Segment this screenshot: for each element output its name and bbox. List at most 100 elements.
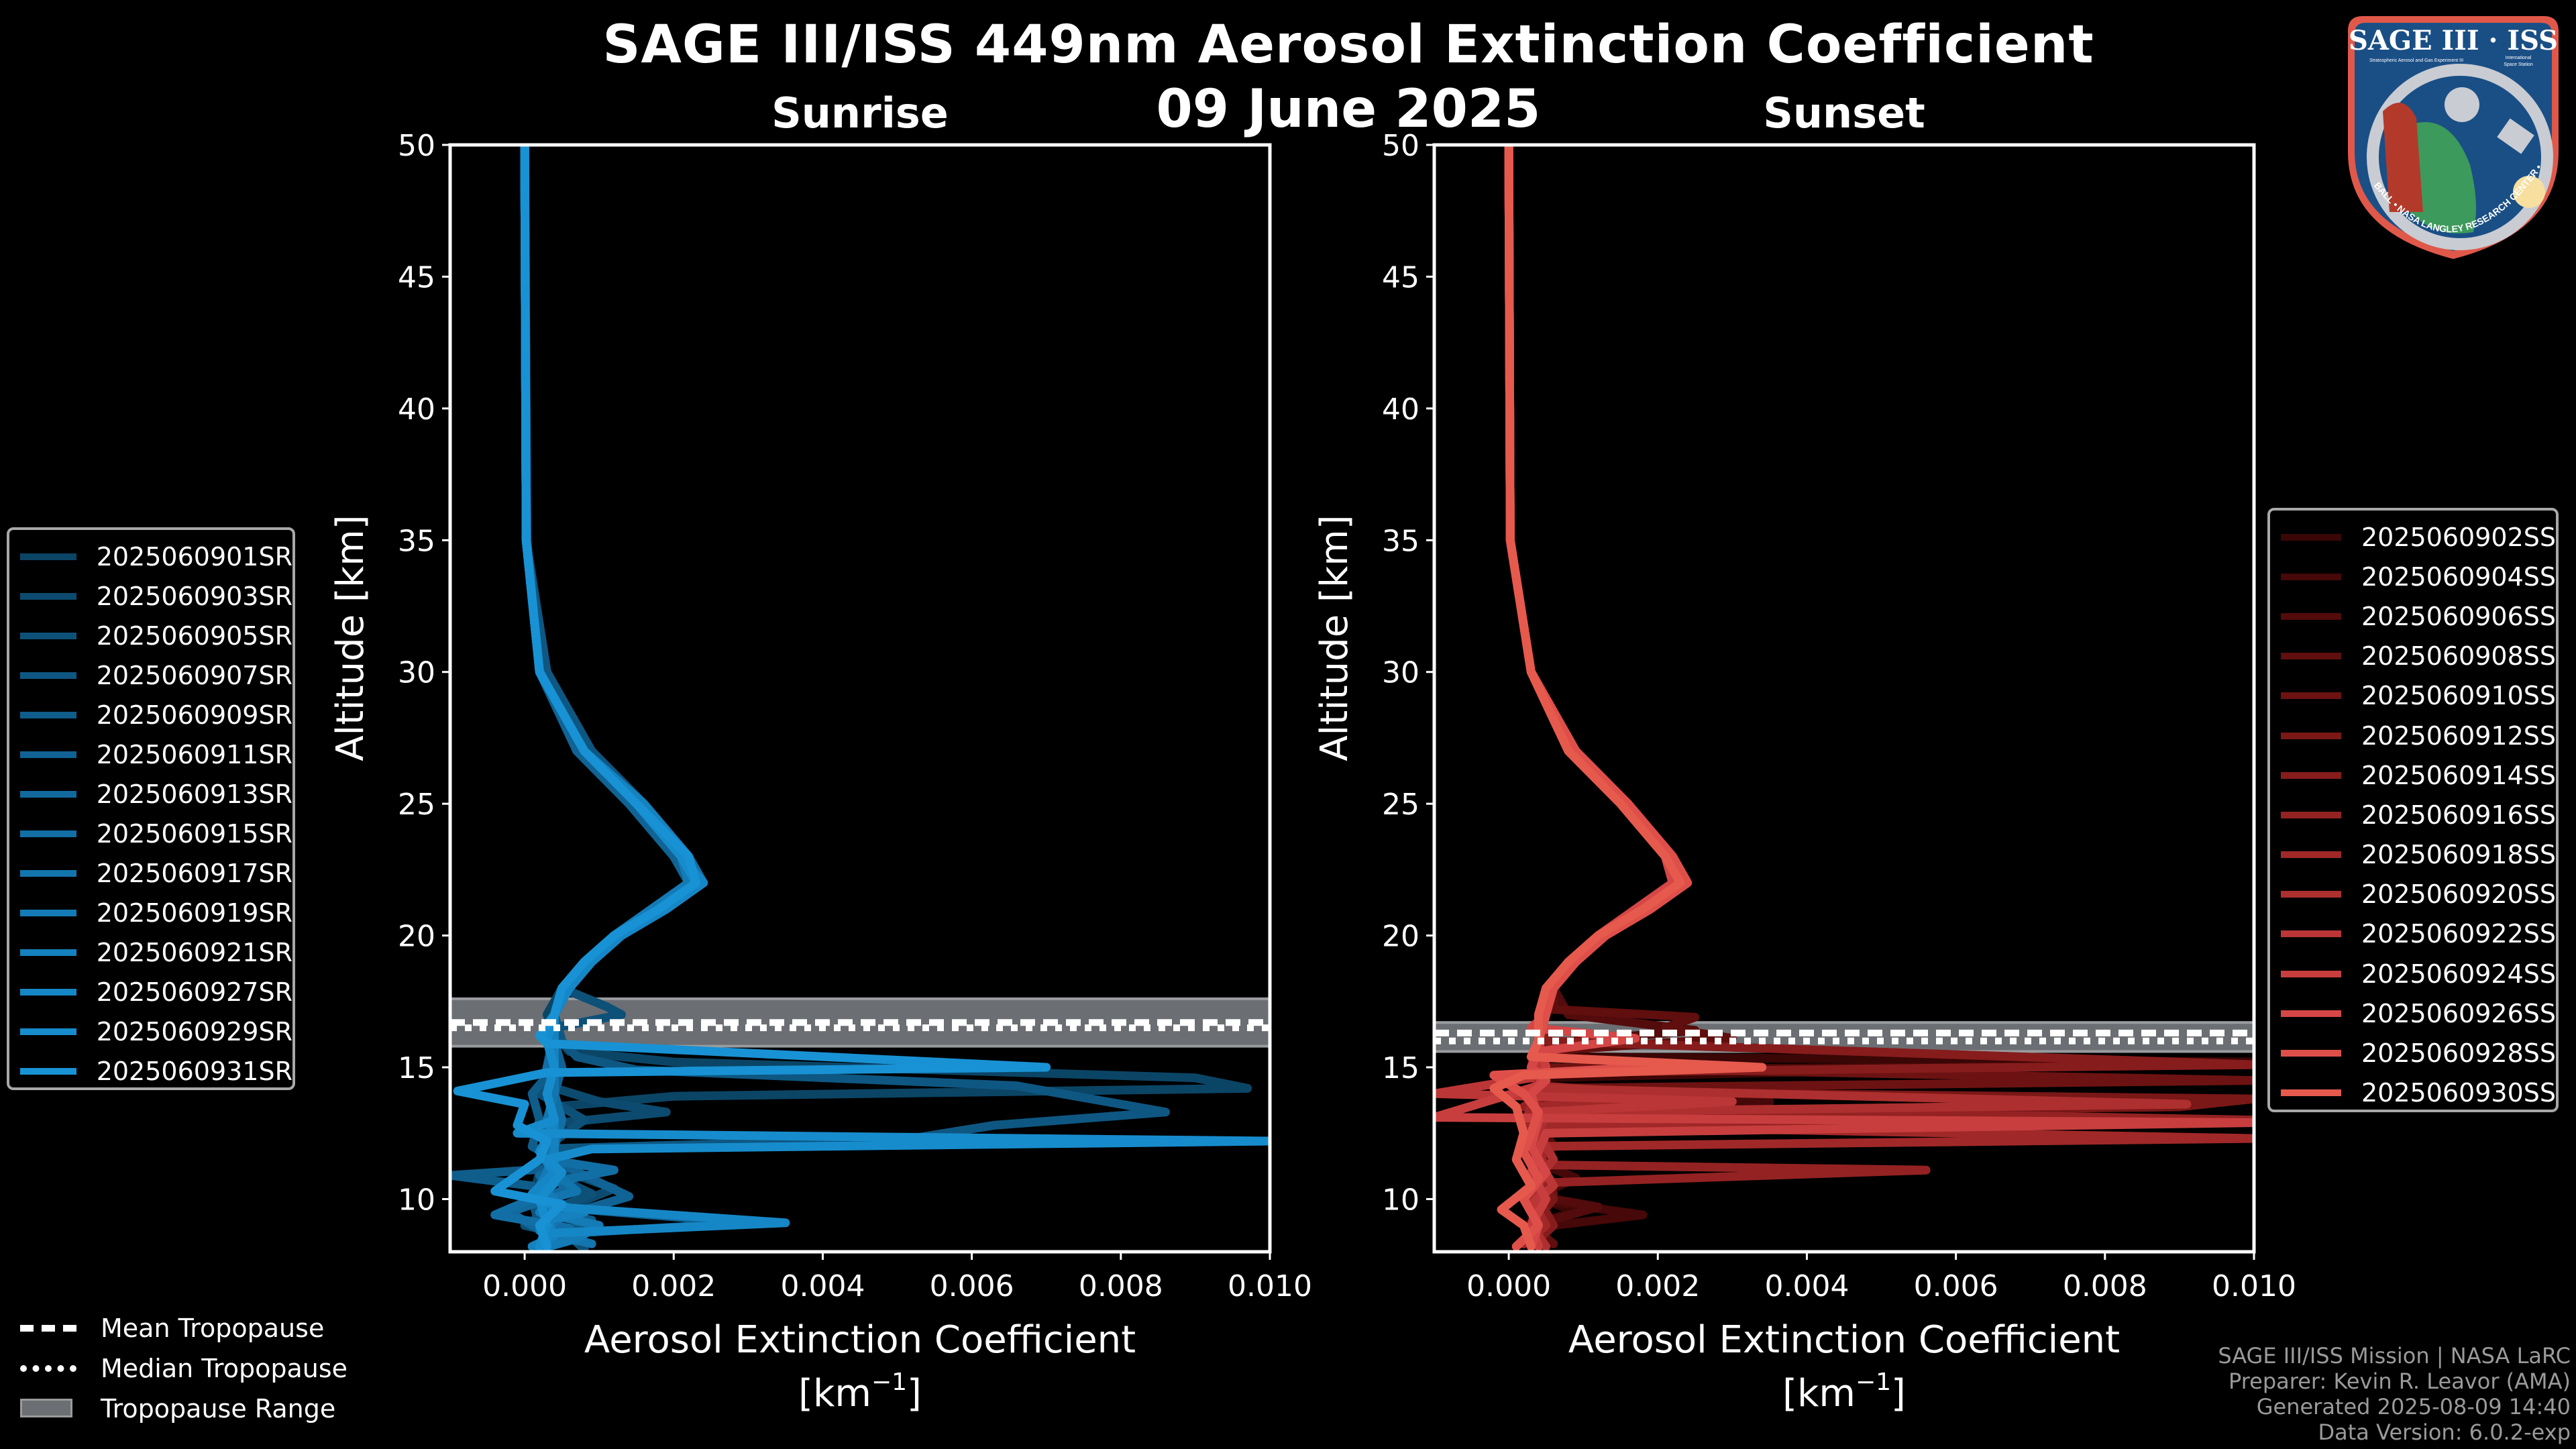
- x-tick-label: 0.010: [1228, 1269, 1312, 1303]
- legend-item-2025060904SS: 2025060904SS: [2270, 557, 2556, 596]
- legend-line-swatch: [2281, 573, 2341, 580]
- legend-line-swatch: [2281, 732, 2341, 739]
- patch-ring: [2367, 64, 2553, 250]
- profile-line-2025060930SS: [1489, 145, 1767, 1251]
- legend-label: 2025060922SS: [2361, 919, 2556, 949]
- legend-label: 2025060901SR: [96, 541, 292, 572]
- y-tick-label: 50: [398, 129, 435, 163]
- legend-item-2025060921SR: 2025060921SR: [9, 932, 292, 972]
- legend-line-swatch: [20, 592, 76, 600]
- y-tick-label: 10: [1382, 1183, 1419, 1217]
- x-tick-label: 0.000: [482, 1269, 567, 1303]
- x-tick-label: 0.004: [780, 1269, 865, 1303]
- legend-label: Mean Tropopause: [101, 1313, 325, 1343]
- legend-item-2025060905SR: 2025060905SR: [9, 616, 292, 655]
- x-axis-units: [km−1]: [798, 1368, 922, 1415]
- legend-item-2025060920SS: 2025060920SS: [2270, 875, 2556, 914]
- y-tick-label: 15: [1382, 1051, 1419, 1085]
- legend-item-2025060907SR: 2025060907SR: [9, 655, 292, 695]
- legend-item-2025060909SR: 2025060909SR: [9, 695, 292, 735]
- legend-line-swatch: [2281, 891, 2341, 898]
- x-axis-label: Aerosol Extinction Coefficient: [1568, 1318, 2120, 1362]
- legend-label: 2025060927SR: [96, 977, 292, 1007]
- legend-line-swatch: [20, 751, 76, 758]
- legend-label: 2025060915SR: [96, 818, 292, 849]
- y-tick-label: 50: [1382, 129, 1419, 163]
- y-tick-label: 20: [1382, 920, 1419, 954]
- x-tick-label: 0.000: [1466, 1269, 1551, 1303]
- legend-label: 2025060930SS: [2361, 1078, 2556, 1108]
- figure-title: SAGE III/ISS 449nm Aerosol Extinction Co…: [602, 15, 2094, 75]
- legend-item-2025060902SS: 2025060902SS: [2270, 517, 2556, 557]
- range-swatch: [20, 1399, 76, 1419]
- legend-label: 2025060929SR: [96, 1016, 292, 1046]
- legend-label: 2025060905SR: [96, 621, 292, 651]
- y-tick-label: 35: [398, 524, 435, 558]
- legend-line-swatch: [20, 790, 76, 798]
- credits-data-version: Data Version: 6.0.2-exp: [2318, 1419, 2571, 1445]
- sage-iii-iss-mission-patch-logo: SAGE III · ISS Stratospheric Aerosol and…: [2343, 11, 2559, 259]
- y-tick-label: 35: [1382, 524, 1419, 558]
- sun-icon: [2513, 176, 2545, 208]
- y-tick-label: 25: [398, 788, 435, 822]
- legend-label: Median Tropopause: [101, 1354, 347, 1383]
- legend-label: 2025060912SS: [2361, 720, 2556, 751]
- credits-preparer: Preparer: Kevin R. Leavor (AMA): [2228, 1368, 2571, 1394]
- y-axis-label: Altitude [km]: [329, 515, 372, 761]
- legend-line-swatch: [2281, 533, 2341, 541]
- legend-label: 2025060909SR: [96, 700, 292, 730]
- credits: SAGE III/ISS Mission | NASA LaRC Prepare…: [2218, 1343, 2571, 1445]
- legend-label: 2025060907SR: [96, 660, 292, 690]
- legend-item-2025060930SS: 2025060930SS: [2270, 1073, 2556, 1113]
- legend-line-swatch: [20, 988, 76, 996]
- legend-line-swatch: [20, 632, 76, 639]
- legend-item-2025060929SR: 2025060929SR: [9, 1012, 292, 1051]
- legend-label: 2025060911SR: [96, 739, 292, 769]
- profile-line-2025060931SR: [453, 145, 1051, 1251]
- legend-line-swatch: [20, 1028, 76, 1035]
- legend-item-2025060914SS: 2025060914SS: [2270, 755, 2556, 795]
- moon-icon: [2445, 87, 2479, 122]
- credits-generated: Generated 2025-08-09 14:40: [2256, 1394, 2571, 1419]
- y-tick-label: 45: [398, 260, 435, 294]
- series-group: [1434, 145, 2254, 1251]
- legend-label: 2025060921SR: [96, 937, 292, 967]
- legend-line-swatch: [2281, 692, 2341, 700]
- legend-item-2025060927SR: 2025060927SR: [9, 972, 292, 1012]
- legend-label: 2025060906SS: [2361, 601, 2556, 631]
- logo-subtitle-left: Stratospheric Aerosol and Gas Experiment…: [2369, 58, 2463, 63]
- y-axis-label: Altitude [km]: [1313, 515, 1356, 761]
- legend-label: 2025060931SR: [96, 1056, 292, 1086]
- logo-title: SAGE III · ISS: [2349, 25, 2558, 56]
- dashed-line-swatch: [20, 1318, 76, 1338]
- legend-label: 2025060908SS: [2361, 641, 2556, 672]
- y-tick-label: 15: [398, 1051, 435, 1085]
- y-tick-label: 45: [1382, 260, 1419, 294]
- legend-line-swatch: [20, 869, 76, 877]
- legend-item-2025060916SS: 2025060916SS: [2270, 795, 2556, 835]
- legend-item-2025060928SS: 2025060928SS: [2270, 1033, 2556, 1073]
- legend-label: 2025060903SR: [96, 581, 292, 611]
- x-tick-label: 0.010: [2212, 1269, 2296, 1303]
- legend-label: 2025060910SS: [2361, 681, 2556, 711]
- y-tick-label: 30: [1382, 656, 1419, 690]
- profile-line-2025060910SS: [1504, 145, 2254, 1251]
- legend-item-2025060908SS: 2025060908SS: [2270, 637, 2556, 676]
- y-tick-label: 25: [1382, 788, 1419, 822]
- y-tick-label: 40: [1382, 392, 1419, 427]
- x-tick-label: 0.006: [1914, 1269, 1998, 1303]
- legend-label: 2025060914SS: [2361, 760, 2556, 790]
- legend-item-2025060922SS: 2025060922SS: [2270, 914, 2556, 954]
- y-tick-label: 10: [398, 1183, 435, 1217]
- legend-line-swatch: [2281, 653, 2341, 660]
- legend-label: 2025060926SS: [2361, 998, 2556, 1028]
- legend-item-2025060910SS: 2025060910SS: [2270, 676, 2556, 716]
- figure-date: 09 June 2025: [1156, 79, 1541, 140]
- wizard-figure-icon: [2383, 103, 2423, 212]
- earth-icon: [2410, 122, 2476, 233]
- legend-line-swatch: [2281, 1089, 2341, 1097]
- y-tick-label: 20: [398, 920, 435, 954]
- sunrise-panel: 10 15 20 25 30 35 40 45 50 0.000 0.002 0.004 0.006 0.…: [329, 129, 1312, 1415]
- legend-item-2025060931SR: 2025060931SR: [9, 1051, 292, 1091]
- legend-label: 2025060913SR: [96, 779, 292, 809]
